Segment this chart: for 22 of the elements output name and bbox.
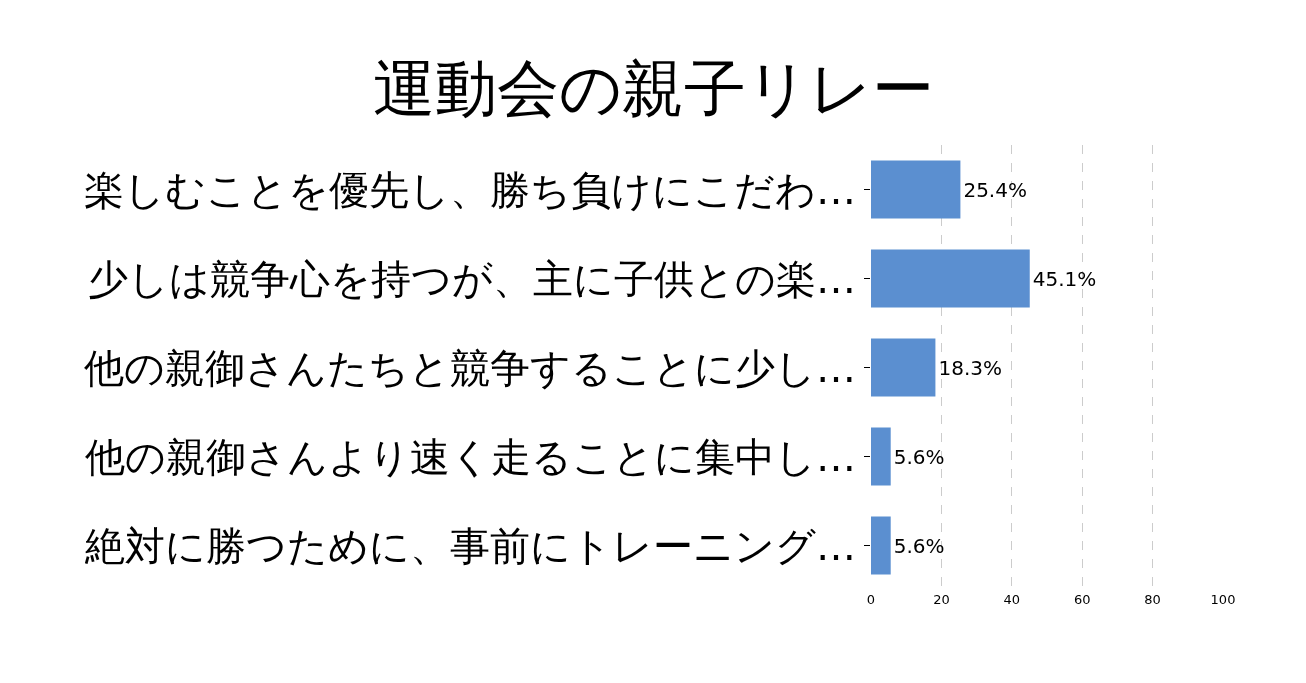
bar	[871, 160, 961, 219]
x-tick-label: 40	[1003, 592, 1021, 607]
x-tick-label: 20	[933, 592, 950, 607]
y-tick-label: 楽しむことを優先し、勝ち負けにこだわ…	[84, 166, 856, 213]
bar	[871, 427, 891, 486]
x-tick-label: 60	[1073, 592, 1091, 607]
x-tick-label: 80	[1144, 592, 1161, 607]
data-label: 5.6%	[893, 444, 945, 469]
data-label: 5.6%	[893, 533, 945, 558]
data-label: 18.3%	[938, 355, 1002, 380]
bar	[871, 516, 891, 575]
x-tick-label: 100	[1210, 592, 1236, 607]
y-tick-label: 他の親御さんより速く走ることに集中し…	[85, 433, 856, 480]
y-tick-label: 絶対に勝つために、事前にトレーニング…	[84, 522, 856, 569]
data-label: 25.4%	[963, 177, 1027, 202]
x-tick-label: 0	[866, 592, 876, 607]
y-tick-label: 少しは競争心を持つが、主に子供との楽…	[88, 255, 856, 302]
bar	[871, 249, 1030, 308]
data-label: 45.1%	[1032, 266, 1097, 291]
y-tick-label: 他の親御さんたちと競争することに少し…	[84, 344, 856, 391]
bar	[871, 338, 936, 397]
chart-title: 運動会の親子リレー	[372, 52, 934, 126]
